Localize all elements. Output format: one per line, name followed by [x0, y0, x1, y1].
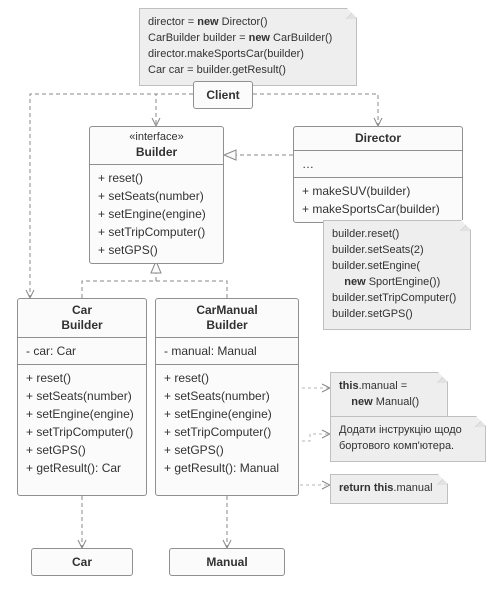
car-manual-builder-attr: - manual: Manual	[164, 344, 257, 358]
builder-stereotype: «interface»	[96, 131, 217, 145]
note-client-code: director = new Director()CarBuilder buil…	[139, 8, 357, 86]
class-car: Car	[31, 548, 133, 576]
note-trip-computer: Додати інструкцію щодобортового комп'юте…	[330, 416, 486, 462]
car-builder-title: CarBuilder	[18, 299, 146, 338]
class-client-title: Client	[206, 88, 239, 102]
uml-diagram: director = new Director()CarBuilder buil…	[0, 0, 500, 590]
car-manual-builder-methods: + reset()+ setSeats(number)+ setEngine(e…	[156, 365, 298, 481]
car-title: Car	[72, 555, 92, 569]
builder-methods: + reset()+ setSeats(number)+ setEngine(e…	[90, 165, 223, 263]
class-client: Client	[193, 81, 253, 109]
class-manual: Manual	[169, 548, 285, 576]
note-return: return this.manual	[330, 474, 448, 504]
builder-title: Builder	[136, 145, 177, 159]
manual-title: Manual	[206, 555, 247, 569]
note-director-code: builder.reset()builder.setSeats(2)builde…	[323, 220, 471, 330]
interface-builder: «interface» Builder + reset()+ setSeats(…	[89, 126, 224, 264]
car-builder-methods: + reset()+ setSeats(number)+ setEngine(e…	[18, 365, 146, 481]
director-attr: …	[302, 157, 314, 171]
class-car-builder: CarBuilder - car: Car + reset()+ setSeat…	[17, 298, 147, 496]
director-title: Director	[355, 131, 401, 145]
note-reset: this.manual = new Manual()	[330, 372, 448, 418]
class-car-manual-builder: CarManualBuilder - manual: Manual + rese…	[155, 298, 299, 496]
car-builder-attr: - car: Car	[26, 344, 76, 358]
car-manual-builder-title: CarManualBuilder	[156, 299, 298, 338]
class-director: Director … + makeSUV(builder)+ makeSport…	[293, 126, 463, 223]
director-methods: + makeSUV(builder)+ makeSportsCar(builde…	[294, 178, 462, 222]
